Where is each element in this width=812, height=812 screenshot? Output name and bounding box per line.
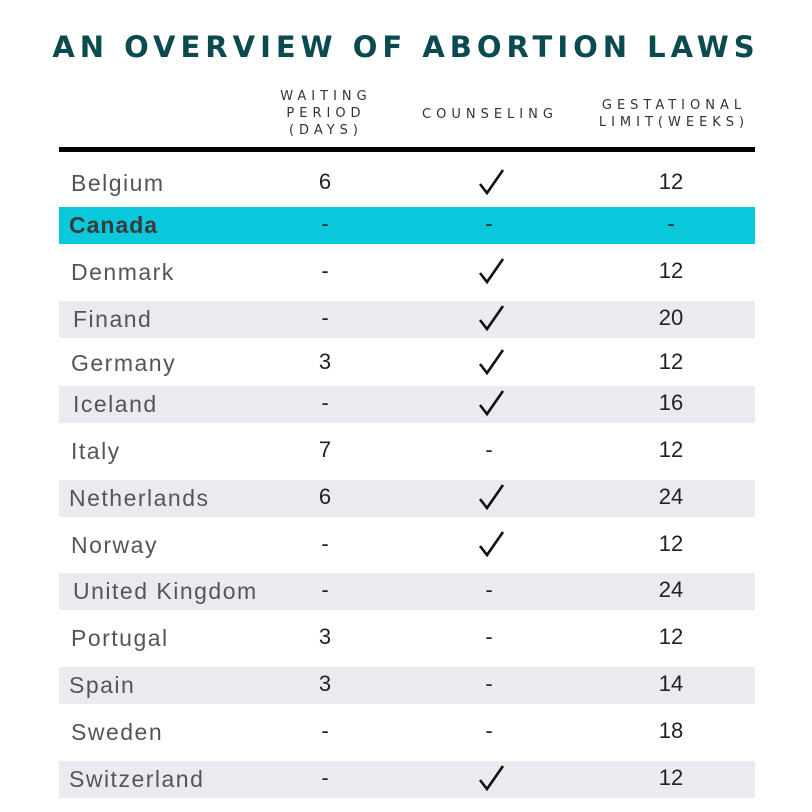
checkmark-icon	[478, 765, 505, 792]
country-cell: Canada	[69, 212, 159, 238]
waiting-period-cell: -	[321, 718, 329, 743]
column-header-line: GESTATIONAL	[601, 98, 747, 113]
country-cell: Finand	[73, 306, 153, 332]
table-row: Canada - - -	[59, 207, 755, 244]
checkmark-icon	[478, 484, 505, 511]
column-header-waiting-period: WAITING PERIOD (DAYS)	[262, 88, 390, 139]
country-cell: Portugal	[71, 625, 169, 651]
table-row: Norway - 12	[59, 527, 755, 564]
gestational-limit-cell: 18	[658, 718, 684, 743]
table-row: Sweden - - 18	[59, 714, 755, 751]
column-header-line: COUNSELING	[422, 107, 558, 122]
waiting-period-cell: 3	[318, 349, 332, 374]
waiting-period-cell: -	[321, 258, 329, 283]
checkmark-icon	[478, 258, 505, 285]
country-cell: Netherlands	[69, 485, 210, 511]
country-cell: Norway	[71, 532, 158, 558]
column-header-line: (DAYS)	[288, 123, 363, 138]
country-cell: Sweden	[71, 719, 164, 745]
table-row: Italy 7 - 12	[59, 433, 755, 470]
counseling-cell: -	[485, 437, 493, 462]
waiting-period-cell: 3	[318, 671, 332, 696]
table-row: Spain 3 - 14	[59, 667, 755, 704]
counseling-cell: -	[485, 624, 493, 649]
table-row: Germany 3 12	[59, 345, 755, 382]
table-row: Finand - 20	[59, 301, 755, 338]
counseling-cell: -	[485, 718, 493, 743]
waiting-period-cell: 6	[318, 484, 332, 509]
column-header-line: WAITING	[280, 89, 372, 104]
gestational-limit-cell: -	[667, 211, 675, 236]
chart-title: AN OVERVIEW OF ABORTION LAWS	[52, 30, 760, 64]
table-row: Portugal 3 - 12	[59, 620, 755, 657]
checkmark-icon	[478, 349, 505, 376]
gestational-limit-cell: 20	[658, 305, 684, 330]
table-row: Netherlands 6 24	[59, 480, 755, 517]
table-row: Switzerland - 12	[59, 761, 755, 798]
waiting-period-cell: 3	[318, 624, 332, 649]
waiting-period-cell: -	[321, 577, 329, 602]
gestational-limit-cell: 12	[658, 169, 684, 194]
column-header-line: PERIOD	[286, 106, 366, 121]
gestational-limit-cell: 12	[658, 531, 684, 556]
column-header-line: LIMIT(WEEKS)	[598, 115, 750, 130]
table-row: Belgium 6 12	[59, 165, 755, 202]
table-row: Iceland - 16	[59, 386, 755, 423]
country-cell: Belgium	[71, 170, 165, 196]
waiting-period-cell: -	[321, 211, 329, 236]
waiting-period-cell: -	[321, 305, 329, 330]
checkmark-icon	[478, 390, 505, 417]
waiting-period-cell: -	[321, 390, 329, 415]
gestational-limit-cell: 14	[658, 671, 684, 696]
gestational-limit-cell: 12	[658, 437, 684, 462]
gestational-limit-cell: 24	[658, 484, 684, 509]
country-cell: United Kingdom	[73, 578, 258, 604]
checkmark-icon	[478, 531, 505, 558]
country-cell: Denmark	[71, 259, 175, 285]
counseling-cell: -	[485, 671, 493, 696]
column-header-gestational-limit: GESTATIONAL LIMIT(WEEKS)	[586, 97, 762, 131]
header-divider	[59, 147, 755, 152]
gestational-limit-cell: 16	[658, 390, 684, 415]
country-cell: Italy	[71, 438, 121, 464]
waiting-period-cell: -	[321, 531, 329, 556]
country-cell: Spain	[69, 672, 136, 698]
gestational-limit-cell: 24	[658, 577, 684, 602]
waiting-period-cell: -	[321, 765, 329, 790]
gestational-limit-cell: 12	[658, 624, 684, 649]
country-cell: Switzerland	[69, 766, 205, 792]
checkmark-icon	[478, 169, 505, 196]
counseling-cell: -	[485, 211, 493, 236]
checkmark-icon	[478, 305, 505, 332]
waiting-period-cell: 7	[318, 437, 332, 462]
gestational-limit-cell: 12	[658, 349, 684, 374]
waiting-period-cell: 6	[318, 169, 332, 194]
gestational-limit-cell: 12	[658, 765, 684, 790]
column-header-counseling: COUNSELING	[410, 106, 570, 123]
country-cell: Germany	[71, 350, 177, 376]
table-row: United Kingdom - - 24	[59, 573, 755, 610]
table-row: Denmark - 12	[59, 254, 755, 291]
counseling-cell: -	[485, 577, 493, 602]
country-cell: Iceland	[73, 391, 158, 417]
gestational-limit-cell: 12	[658, 258, 684, 283]
